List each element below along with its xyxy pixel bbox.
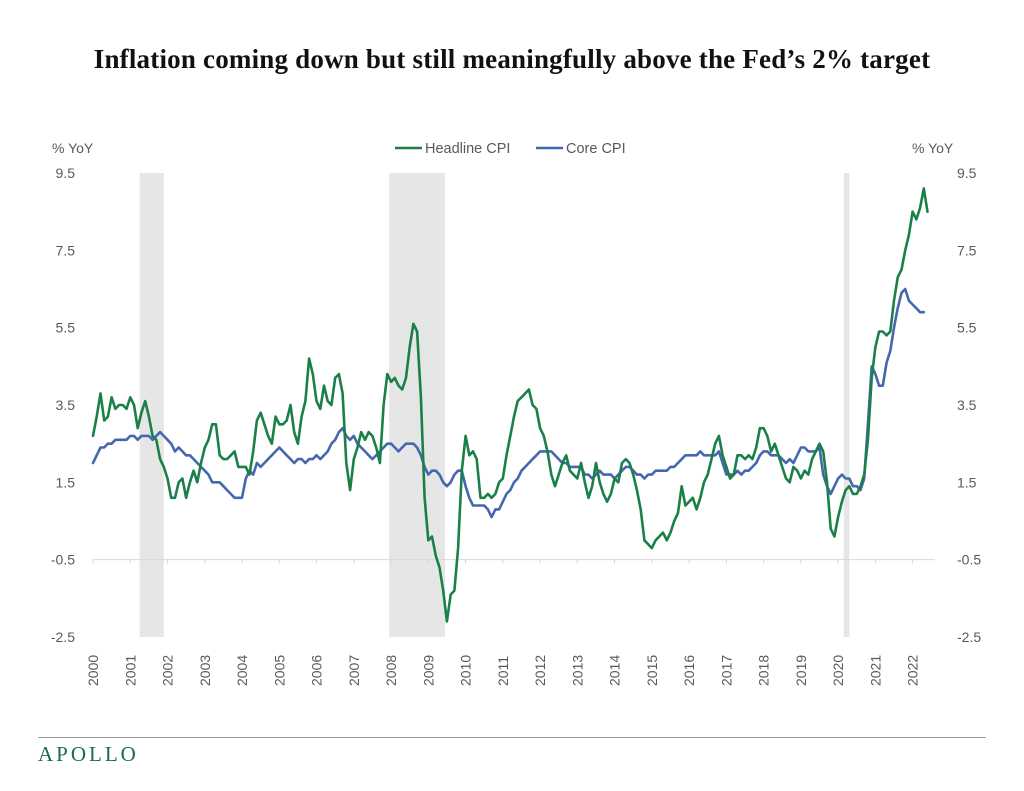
x-tick-label: 2015 — [644, 655, 660, 686]
y-tick-right: 3.5 — [957, 397, 977, 413]
x-tick-label: 2021 — [867, 655, 883, 686]
x-tick-label: 2022 — [905, 655, 921, 686]
x-tick-label: 2001 — [122, 655, 138, 686]
x-tick-label: 2003 — [197, 655, 213, 686]
x-tick-label: 2007 — [346, 655, 362, 686]
y-tick-left: 9.5 — [56, 165, 76, 181]
x-tick-label: 2016 — [681, 655, 697, 686]
recession-bands — [139, 173, 850, 637]
x-tick-label: 2019 — [793, 655, 809, 686]
legend: Headline CPI Core CPI — [395, 141, 626, 157]
y-tick-right: -0.5 — [957, 552, 981, 568]
x-tick-label: 2012 — [532, 655, 548, 686]
chart-title: Inflation coming down but still meaningf… — [93, 44, 931, 74]
x-tick-label: 2018 — [756, 655, 772, 686]
x-tick-label: 2004 — [234, 655, 250, 686]
legend-core-cpi-label: Core CPI — [566, 141, 626, 157]
y-axis-left-label: % YoY — [52, 140, 94, 156]
x-tick-label: 2011 — [495, 656, 511, 686]
footer-divider — [38, 737, 986, 738]
y-tick-left: -2.5 — [51, 629, 75, 645]
y-tick-left: 3.5 — [56, 397, 76, 413]
x-tick-label: 2002 — [160, 655, 176, 686]
y-axis-right: 9.5 7.5 5.5 3.5 1.5 -0.5 -2.5 — [957, 165, 981, 645]
x-tick-label: 2009 — [420, 655, 436, 686]
x-axis: 2000 2001 2002 2003 2004 2005 2006 2007 2008 2009… — [85, 559, 921, 686]
x-tick-label: 2014 — [607, 655, 623, 686]
y-axis-right-label: % YoY — [912, 140, 954, 156]
y-tick-left: 1.5 — [56, 474, 76, 490]
legend-core-cpi: Core CPI — [536, 141, 626, 157]
core-cpi-line — [91, 287, 926, 519]
y-axis-left: 9.5 7.5 5.5 3.5 1.5 -0.5 -2.5 — [51, 165, 75, 645]
y-tick-right: -2.5 — [957, 629, 981, 645]
series-lines — [91, 187, 929, 623]
y-tick-right: 5.5 — [957, 320, 977, 336]
y-tick-right: 9.5 — [957, 165, 977, 181]
x-tick-label: 2010 — [458, 655, 474, 686]
x-tick-label: 2006 — [309, 655, 325, 686]
x-tick-label: 2013 — [569, 655, 585, 686]
legend-headline-cpi-label: Headline CPI — [425, 141, 510, 157]
x-tick-label: 2005 — [271, 655, 287, 686]
headline-cpi-line — [91, 187, 929, 623]
y-tick-right: 1.5 — [957, 474, 977, 490]
y-tick-left: 7.5 — [56, 242, 76, 258]
x-tick-label: 2008 — [383, 655, 399, 686]
x-tick-label: 2020 — [830, 655, 846, 686]
x-tick-label: 2000 — [85, 655, 101, 686]
x-tick-label: 2017 — [718, 655, 734, 686]
legend-headline-cpi: Headline CPI — [395, 141, 510, 157]
recession-band-2 — [389, 173, 446, 637]
y-tick-left: 5.5 — [56, 320, 76, 336]
y-tick-right: 7.5 — [957, 242, 977, 258]
y-tick-left: -0.5 — [51, 552, 75, 568]
apollo-logo: APOLLO — [38, 742, 139, 766]
recession-band-3 — [843, 173, 850, 637]
